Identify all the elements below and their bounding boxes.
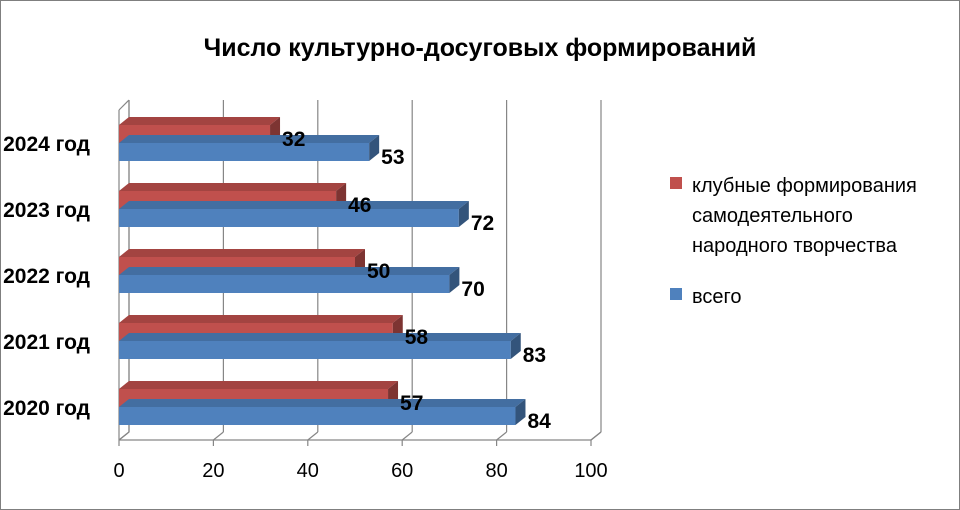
legend-label: всего bbox=[692, 286, 742, 308]
bar-top-face bbox=[119, 183, 347, 191]
bar-top-face bbox=[119, 381, 399, 389]
bar-top-face bbox=[119, 117, 281, 125]
bar-end-face bbox=[449, 267, 460, 293]
bar-total bbox=[119, 135, 380, 161]
floor-tick bbox=[118, 431, 130, 441]
data-label: 57 bbox=[400, 392, 423, 415]
bar-top-face bbox=[119, 399, 526, 407]
data-label: 84 bbox=[527, 410, 551, 433]
legend-label: народного творчества bbox=[692, 235, 898, 257]
legend: клубные формирования самодеятельного народ… bbox=[670, 175, 917, 308]
floor-tick bbox=[496, 431, 507, 441]
data-label: 53 bbox=[381, 146, 404, 169]
bars bbox=[119, 117, 526, 425]
data-label: 83 bbox=[523, 344, 546, 367]
data-label: 70 bbox=[461, 278, 484, 301]
legend-label: клубные формирования bbox=[692, 175, 917, 197]
bar-front-face bbox=[119, 209, 459, 227]
floor-tick bbox=[307, 431, 319, 441]
bar-total bbox=[119, 201, 469, 227]
x-tick-label: 20 bbox=[202, 460, 224, 482]
bar-top-face bbox=[119, 333, 521, 341]
bar-end-face bbox=[458, 201, 469, 227]
legend-swatch bbox=[670, 177, 682, 189]
bar-top-face bbox=[119, 267, 460, 275]
x-tick-label: 80 bbox=[485, 460, 507, 482]
chart-title: Число культурно-досуговых формирований bbox=[203, 34, 757, 62]
bar-total bbox=[119, 333, 521, 359]
bar-top-face bbox=[119, 135, 380, 143]
bar-front-face bbox=[119, 143, 370, 161]
left-wall-top bbox=[118, 99, 130, 111]
category-label: 2020 год bbox=[3, 397, 90, 420]
data-label: 58 bbox=[405, 326, 429, 349]
floor-tick bbox=[213, 431, 224, 441]
data-label: 46 bbox=[348, 194, 371, 217]
floor-tick bbox=[401, 431, 413, 441]
category-label: 2024 год bbox=[3, 133, 90, 156]
x-tick-label: 100 bbox=[574, 460, 607, 482]
x-tick-label: 60 bbox=[391, 460, 413, 482]
bar-top-face bbox=[119, 315, 403, 323]
bar-front-face bbox=[119, 407, 516, 425]
category-label: 2021 год bbox=[3, 331, 90, 354]
floor-right bbox=[590, 431, 602, 441]
legend-swatch bbox=[670, 288, 682, 300]
data-labels: 32 53 46 72 50 70 58 83 57 84 bbox=[282, 128, 551, 433]
bar-total bbox=[119, 267, 460, 293]
data-label: 32 bbox=[282, 128, 305, 151]
bar-total bbox=[119, 399, 526, 425]
x-tick-label: 0 bbox=[113, 460, 124, 482]
legend-label: самодеятельного bbox=[692, 205, 853, 227]
x-tick-label: 40 bbox=[297, 460, 319, 482]
bar-end-face bbox=[510, 333, 521, 359]
bar-front-face bbox=[119, 275, 450, 293]
bar-end-face bbox=[369, 135, 380, 161]
bar-end-face bbox=[515, 399, 526, 425]
category-label: 2023 год bbox=[3, 199, 90, 222]
bar-top-face bbox=[119, 249, 365, 257]
bar-top-face bbox=[119, 201, 469, 209]
category-label: 2022 год bbox=[3, 265, 90, 288]
category-labels: 2024 год 2023 год 2022 год 2021 год 2020 год bbox=[3, 133, 90, 420]
data-label: 72 bbox=[471, 212, 494, 235]
data-label: 50 bbox=[367, 260, 390, 283]
bar-front-face bbox=[119, 341, 511, 359]
